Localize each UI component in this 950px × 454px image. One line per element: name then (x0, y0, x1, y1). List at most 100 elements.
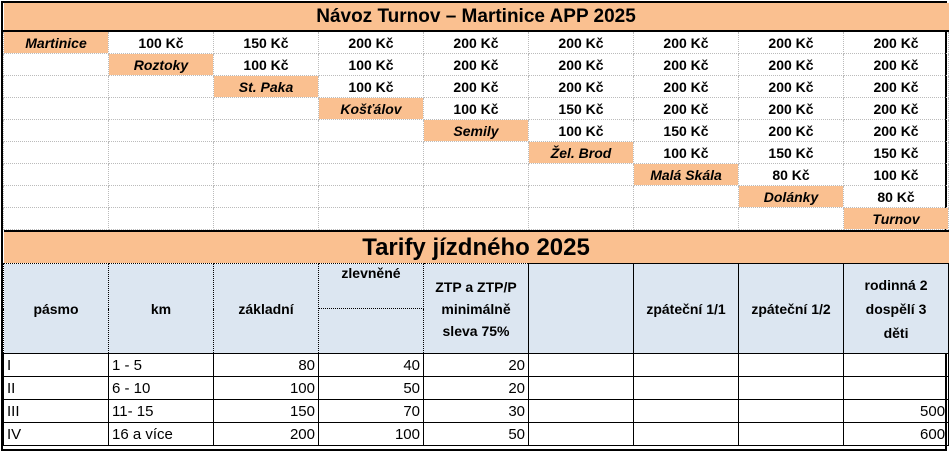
empty-cell (423, 207, 529, 230)
price-cell: 150 Kč (528, 97, 634, 120)
empty-cell (3, 141, 109, 164)
cell-km: 6 - 10 (108, 376, 214, 400)
header-rodinna: rodinná 2 dospělí 3 děti (842, 263, 950, 354)
empty-cell (3, 163, 109, 186)
price-cell: 200 Kč (633, 97, 739, 120)
header-zpatecni-1-1: zpáteční 1/1 (633, 263, 739, 354)
cell-zakladni: 200 (213, 422, 319, 446)
empty-cell (633, 399, 739, 423)
empty-cell (738, 207, 844, 230)
price-cell: 200 Kč (423, 30, 529, 54)
empty-cell (213, 185, 319, 208)
empty-cell (738, 353, 844, 377)
fare-matrix-title: Návoz Turnov – Martinice APP 2025 (3, 3, 949, 32)
empty-cell (213, 119, 319, 142)
empty-cell (3, 53, 109, 76)
cell-rodinna: 600 (842, 422, 950, 446)
station-label: Malá Skála (633, 163, 739, 186)
price-cell: 100 Kč (318, 53, 424, 76)
empty-cell (528, 163, 634, 186)
price-cell: 150 Kč (738, 141, 844, 164)
station-label: Turnov (842, 207, 950, 230)
matrix-row: St. Paka 100 Kč 200 Kč 200 Kč 200 Kč 200 Kč 20… (3, 75, 950, 98)
price-cell: 100 Kč (423, 97, 529, 120)
empty-cell (528, 353, 634, 377)
matrix-row: Malá Skála 80 Kč 100 Kč (3, 163, 950, 186)
cell-ztp: 20 (423, 376, 529, 400)
price-cell: 200 Kč (842, 30, 950, 54)
empty-cell (423, 163, 529, 186)
price-cell: 200 Kč (528, 53, 634, 76)
cell-zlevnene: 100 (318, 422, 424, 446)
tariff-table: Tarify jízdného 2025 pásmo km základní z… (3, 230, 950, 446)
price-cell: 150 Kč (213, 30, 319, 54)
tariff-row: II 6 - 10 100 50 20 (3, 376, 950, 400)
empty-cell (3, 97, 109, 120)
price-cell: 150 Kč (842, 141, 950, 164)
price-cell: 200 Kč (842, 75, 950, 98)
tariff-row: IV 16 a více 200 100 50 600 (3, 422, 950, 446)
price-cell: 150 Kč (633, 119, 739, 142)
matrix-row: Košťálov 100 Kč 150 Kč 200 Kč 200 Kč 200 Kč (3, 97, 950, 120)
cell-km: 1 - 5 (108, 353, 214, 377)
cell-pasmo: I (3, 353, 109, 377)
empty-cell (213, 163, 319, 186)
tariff-row: III 11- 15 150 70 30 500 (3, 399, 950, 423)
price-cell: 200 Kč (528, 30, 634, 54)
price-cell: 100 Kč (108, 30, 214, 54)
header-zlevnene: zlevněné (318, 263, 424, 309)
empty-cell (318, 119, 424, 142)
header-ztp: ZTP a ZTP/P minimálně sleva 75% (423, 263, 529, 354)
empty-cell (318, 141, 424, 164)
empty-cell (423, 141, 529, 164)
cell-ztp: 20 (423, 353, 529, 377)
empty-cell (738, 422, 844, 446)
empty-cell (528, 185, 634, 208)
empty-cell (633, 353, 739, 377)
empty-cell (213, 141, 319, 164)
station-label: Žel. Brod (528, 141, 634, 164)
price-cell: 80 Kč (738, 163, 844, 186)
matrix-row: Roztoky 100 Kč 100 Kč 200 Kč 200 Kč 200 Kč 200… (3, 53, 950, 76)
header-empty (528, 263, 634, 354)
price-cell: 200 Kč (738, 30, 844, 54)
price-cell: 200 Kč (633, 75, 739, 98)
station-label: Roztoky (108, 53, 214, 76)
cell-pasmo: IV (3, 422, 109, 446)
price-cell: 200 Kč (423, 75, 529, 98)
cell-rodinna: 500 (842, 399, 950, 423)
empty-cell (633, 422, 739, 446)
empty-cell (318, 207, 424, 230)
matrix-row: Semily 100 Kč 150 Kč 200 Kč 200 Kč (3, 119, 950, 142)
price-cell: 80 Kč (842, 185, 950, 208)
cell-zlevnene: 50 (318, 376, 424, 400)
empty-cell (108, 207, 214, 230)
empty-cell (738, 399, 844, 423)
price-cell: 100 Kč (633, 141, 739, 164)
station-label: Dolánky (738, 185, 844, 208)
fare-matrix: Návoz Turnov – Martinice APP 2025 Martin… (3, 3, 950, 230)
matrix-row: Turnov (3, 207, 950, 230)
empty-cell (633, 185, 739, 208)
empty-cell (738, 376, 844, 400)
empty-cell (528, 376, 634, 400)
header-zpatecni-1-2: zpáteční 1/2 (738, 263, 844, 354)
empty-cell (108, 119, 214, 142)
price-cell: 200 Kč (738, 119, 844, 142)
price-cell: 200 Kč (423, 53, 529, 76)
empty-cell (213, 207, 319, 230)
matrix-row: Martinice 100 Kč 150 Kč 200 Kč 200 Kč 200 Kč 2… (3, 30, 950, 54)
empty-cell (3, 207, 109, 230)
empty-cell (108, 185, 214, 208)
station-label: Semily (423, 119, 529, 142)
matrix-row: Žel. Brod 100 Kč 150 Kč 150 Kč (3, 141, 950, 164)
empty-cell (213, 97, 319, 120)
station-label: St. Paka (213, 75, 319, 98)
price-cell: 200 Kč (318, 30, 424, 54)
cell-zakladni: 100 (213, 376, 319, 400)
price-cell: 200 Kč (738, 75, 844, 98)
station-label: Martinice (3, 30, 109, 54)
cell-rodinna (842, 353, 950, 377)
